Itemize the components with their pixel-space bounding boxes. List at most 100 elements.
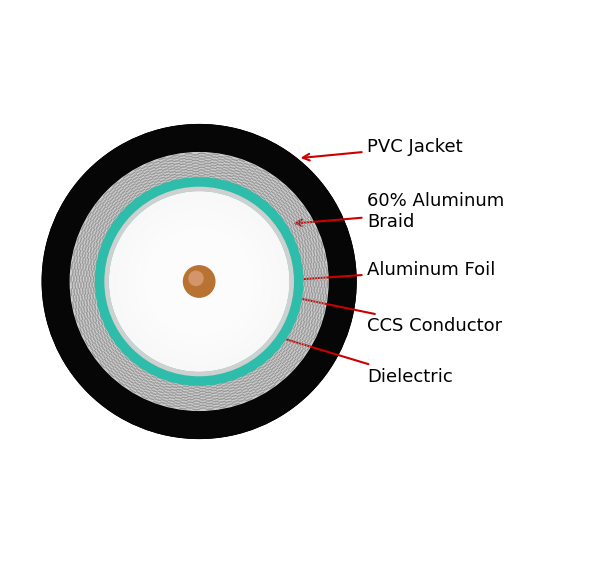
Polygon shape <box>124 356 129 361</box>
Polygon shape <box>79 256 80 264</box>
Polygon shape <box>115 366 120 372</box>
Circle shape <box>43 126 355 437</box>
Polygon shape <box>198 164 205 165</box>
Polygon shape <box>83 333 87 340</box>
Polygon shape <box>198 161 205 162</box>
Circle shape <box>61 144 337 419</box>
Circle shape <box>44 127 354 436</box>
Circle shape <box>50 133 348 430</box>
Polygon shape <box>310 251 312 257</box>
Polygon shape <box>115 376 121 381</box>
Polygon shape <box>93 259 94 266</box>
Circle shape <box>56 138 343 425</box>
Polygon shape <box>85 339 89 347</box>
Polygon shape <box>92 293 94 300</box>
Polygon shape <box>168 397 175 399</box>
Polygon shape <box>85 257 86 265</box>
Polygon shape <box>89 282 90 288</box>
Circle shape <box>48 131 350 432</box>
Polygon shape <box>168 168 175 170</box>
Polygon shape <box>205 400 213 401</box>
Polygon shape <box>95 298 96 305</box>
Polygon shape <box>120 369 125 374</box>
Polygon shape <box>298 313 300 319</box>
Polygon shape <box>120 181 127 186</box>
Polygon shape <box>187 396 194 397</box>
Polygon shape <box>106 229 109 235</box>
Polygon shape <box>306 329 309 336</box>
Circle shape <box>44 127 354 436</box>
Polygon shape <box>191 154 199 155</box>
Polygon shape <box>109 187 115 193</box>
Polygon shape <box>296 243 298 249</box>
Polygon shape <box>269 193 275 198</box>
Polygon shape <box>271 200 276 205</box>
Polygon shape <box>184 153 193 154</box>
Polygon shape <box>176 392 182 393</box>
Polygon shape <box>247 373 253 376</box>
Polygon shape <box>256 168 263 172</box>
Polygon shape <box>312 311 314 318</box>
Polygon shape <box>193 409 200 410</box>
Polygon shape <box>125 384 131 388</box>
Polygon shape <box>90 213 94 220</box>
Polygon shape <box>193 398 200 399</box>
Polygon shape <box>260 172 268 176</box>
Polygon shape <box>242 390 249 394</box>
Polygon shape <box>299 333 302 339</box>
Polygon shape <box>310 280 311 287</box>
Circle shape <box>60 142 338 421</box>
Polygon shape <box>176 389 183 390</box>
Polygon shape <box>129 172 136 176</box>
Polygon shape <box>307 225 310 232</box>
Polygon shape <box>118 189 124 193</box>
Polygon shape <box>223 390 229 392</box>
Polygon shape <box>101 239 104 245</box>
Circle shape <box>64 146 335 417</box>
Polygon shape <box>227 172 234 175</box>
Polygon shape <box>302 321 305 327</box>
Polygon shape <box>75 269 76 276</box>
Polygon shape <box>140 373 146 376</box>
Polygon shape <box>128 379 134 384</box>
Polygon shape <box>115 194 120 199</box>
Polygon shape <box>91 221 94 227</box>
Polygon shape <box>170 177 177 178</box>
Polygon shape <box>77 256 78 263</box>
Polygon shape <box>307 239 309 246</box>
Polygon shape <box>179 161 187 162</box>
Polygon shape <box>90 247 92 253</box>
Polygon shape <box>262 193 268 197</box>
Polygon shape <box>302 350 306 356</box>
Polygon shape <box>198 169 205 171</box>
Polygon shape <box>308 286 310 293</box>
Polygon shape <box>113 359 118 364</box>
Polygon shape <box>235 389 242 391</box>
Polygon shape <box>289 357 294 363</box>
Polygon shape <box>125 372 131 377</box>
Polygon shape <box>240 385 247 388</box>
Polygon shape <box>166 180 172 181</box>
Polygon shape <box>95 216 99 223</box>
Polygon shape <box>307 280 308 287</box>
Polygon shape <box>106 357 111 363</box>
Polygon shape <box>157 391 164 393</box>
Polygon shape <box>206 409 214 410</box>
Polygon shape <box>146 386 153 389</box>
Polygon shape <box>265 378 271 382</box>
Polygon shape <box>313 229 316 236</box>
Polygon shape <box>112 345 116 350</box>
Polygon shape <box>154 385 160 387</box>
Polygon shape <box>221 175 227 177</box>
Polygon shape <box>103 331 106 337</box>
Polygon shape <box>99 339 103 346</box>
Polygon shape <box>314 318 316 325</box>
Polygon shape <box>316 249 317 256</box>
Polygon shape <box>199 388 206 389</box>
Polygon shape <box>151 186 157 189</box>
Polygon shape <box>74 288 75 296</box>
Polygon shape <box>305 219 308 226</box>
Polygon shape <box>95 248 97 255</box>
Polygon shape <box>198 172 205 173</box>
Polygon shape <box>97 309 99 315</box>
